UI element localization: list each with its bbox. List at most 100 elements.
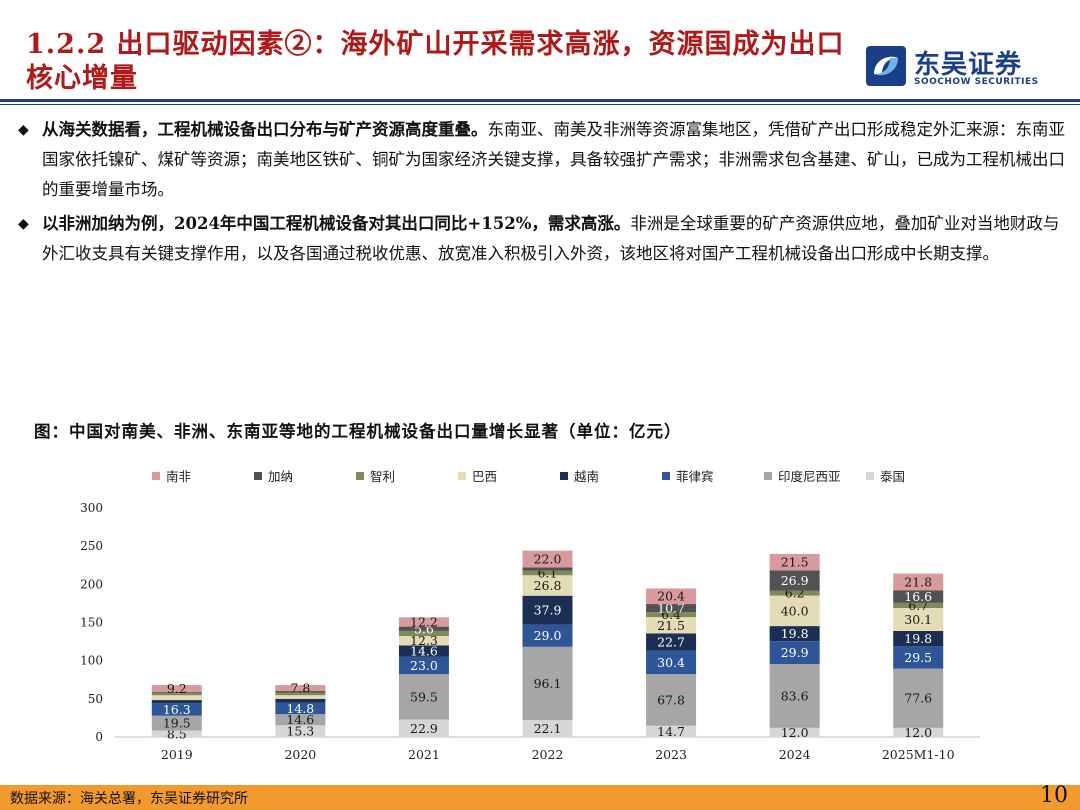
legend-label: 智利 bbox=[370, 469, 395, 484]
footer-bar: 数据来源：海关总署，东吴证券研究所 10 bbox=[0, 783, 1080, 810]
bar-segment bbox=[398, 656, 449, 675]
data-label: 14.6 bbox=[286, 712, 314, 727]
bar-segment bbox=[646, 650, 697, 675]
data-label: 9.2 bbox=[167, 681, 187, 696]
data-label: 21.8 bbox=[904, 574, 932, 589]
x-tick-label: 2025M1-10 bbox=[882, 747, 955, 762]
data-label: 40.0 bbox=[781, 603, 809, 618]
bar-segment bbox=[275, 698, 326, 703]
bar-segment bbox=[522, 567, 573, 571]
bar-segment bbox=[769, 595, 820, 627]
bar-segment bbox=[522, 595, 573, 625]
bar-segment bbox=[893, 727, 944, 737]
bar-segment bbox=[151, 695, 202, 701]
legend-label: 越南 bbox=[574, 469, 599, 484]
data-label: 96.1 bbox=[534, 676, 562, 691]
data-label: 21.5 bbox=[657, 618, 685, 633]
bar-segment bbox=[151, 730, 202, 737]
bar-segment bbox=[275, 685, 326, 692]
data-label: 22.7 bbox=[657, 635, 685, 650]
bar-segment bbox=[275, 725, 326, 737]
data-label: 20.4 bbox=[657, 589, 685, 604]
bar-segment bbox=[151, 692, 202, 694]
data-label: 22.0 bbox=[534, 551, 562, 566]
data-label: 16.3 bbox=[163, 702, 191, 717]
y-tick-label: 100 bbox=[80, 654, 103, 668]
bar-segment bbox=[398, 674, 449, 720]
data-label: 14.7 bbox=[657, 724, 685, 739]
bar-segment bbox=[769, 727, 820, 737]
bar-segment bbox=[398, 636, 449, 646]
logo-mark-icon bbox=[866, 46, 906, 86]
data-label: 30.4 bbox=[657, 655, 685, 670]
page-number: 10 bbox=[1040, 783, 1068, 808]
bar-segment bbox=[893, 602, 944, 608]
legend-swatch bbox=[458, 472, 466, 480]
bar-segment bbox=[646, 674, 697, 726]
data-label: 21.5 bbox=[781, 555, 809, 570]
legend-swatch bbox=[662, 472, 670, 480]
bar-segment bbox=[893, 607, 944, 631]
data-label: 37.9 bbox=[534, 603, 562, 618]
bar-segment bbox=[769, 570, 820, 591]
bar-segment bbox=[275, 695, 326, 699]
legend-swatch bbox=[764, 472, 772, 480]
bar-segment bbox=[522, 624, 573, 647]
data-label: 12.3 bbox=[410, 633, 438, 648]
data-label: 14.8 bbox=[286, 701, 314, 716]
legend-swatch bbox=[560, 472, 568, 480]
diamond-bullet-icon: ◆ bbox=[18, 122, 29, 138]
data-label: 19.5 bbox=[163, 716, 191, 731]
legend-label: 泰国 bbox=[880, 469, 905, 484]
legend-label: 加纳 bbox=[268, 469, 293, 484]
bar-segment bbox=[646, 725, 697, 737]
header-divider bbox=[0, 99, 1080, 102]
data-label: 19.8 bbox=[781, 626, 809, 641]
bar-segment bbox=[769, 641, 820, 665]
bar-segment bbox=[398, 630, 449, 637]
legend-swatch bbox=[356, 472, 364, 480]
data-label: 7.8 bbox=[290, 681, 310, 696]
bar-segment bbox=[275, 714, 326, 726]
page-title: 1.2.2 出口驱动因素②：海外矿山开采需求高涨，资源国成为出口核心增量 bbox=[26, 29, 845, 94]
data-label: 12.2 bbox=[410, 614, 438, 629]
legend-label: 巴西 bbox=[472, 469, 497, 484]
data-label: 19.8 bbox=[904, 631, 932, 646]
bar-segment bbox=[893, 646, 944, 669]
bar-segment bbox=[893, 590, 944, 603]
bar-segment bbox=[893, 630, 944, 647]
bar-segment bbox=[893, 573, 944, 591]
y-tick-label: 50 bbox=[88, 692, 103, 706]
bar-segment bbox=[151, 715, 202, 731]
x-tick-label: 2020 bbox=[284, 747, 316, 762]
bullet-bold-text: 从海关数据看，工程机械设备出口分布与矿产资源高度重叠。 bbox=[42, 120, 488, 139]
logo-text-cn: 东吴证券 bbox=[914, 50, 1023, 80]
bar-segment bbox=[522, 720, 573, 737]
chart-title: 图：中国对南美、非洲、东南亚等地的工程机械设备出口量增长显著（单位：亿元） bbox=[34, 422, 682, 441]
data-label: 67.8 bbox=[657, 692, 685, 707]
y-tick-label: 150 bbox=[80, 616, 103, 630]
logo-text-en: SOOCHOW SECURITIES bbox=[914, 77, 1039, 87]
data-label: 26.9 bbox=[781, 573, 809, 588]
bar-segment bbox=[522, 570, 573, 576]
bar-segment bbox=[275, 692, 326, 696]
data-label: 29.0 bbox=[534, 628, 562, 643]
y-tick-label: 200 bbox=[80, 577, 103, 591]
bar-segment bbox=[398, 626, 449, 631]
bar-segment bbox=[151, 700, 202, 704]
data-label: 22.9 bbox=[410, 721, 438, 736]
bar-segment bbox=[646, 604, 697, 613]
data-label: 22.1 bbox=[534, 721, 562, 736]
bullet-bold-text: 以非洲加纳为例，2024年中国工程机械设备对其出口同比+152%，需求高涨。 bbox=[42, 214, 631, 233]
x-tick-label: 2022 bbox=[532, 747, 564, 762]
data-label: 30.1 bbox=[904, 612, 932, 627]
data-label: 29.5 bbox=[904, 650, 932, 665]
legend-label: 南非 bbox=[166, 469, 191, 484]
bullet-item: ◆ 以非洲加纳为例，2024年中国工程机械设备对其出口同比+152%，需求高涨。… bbox=[18, 209, 1068, 269]
bar-segment bbox=[275, 702, 326, 715]
diamond-bullet-icon: ◆ bbox=[18, 216, 29, 232]
data-label: 77.6 bbox=[904, 691, 932, 706]
bar-segment bbox=[522, 575, 573, 596]
x-tick-label: 2023 bbox=[655, 747, 687, 762]
